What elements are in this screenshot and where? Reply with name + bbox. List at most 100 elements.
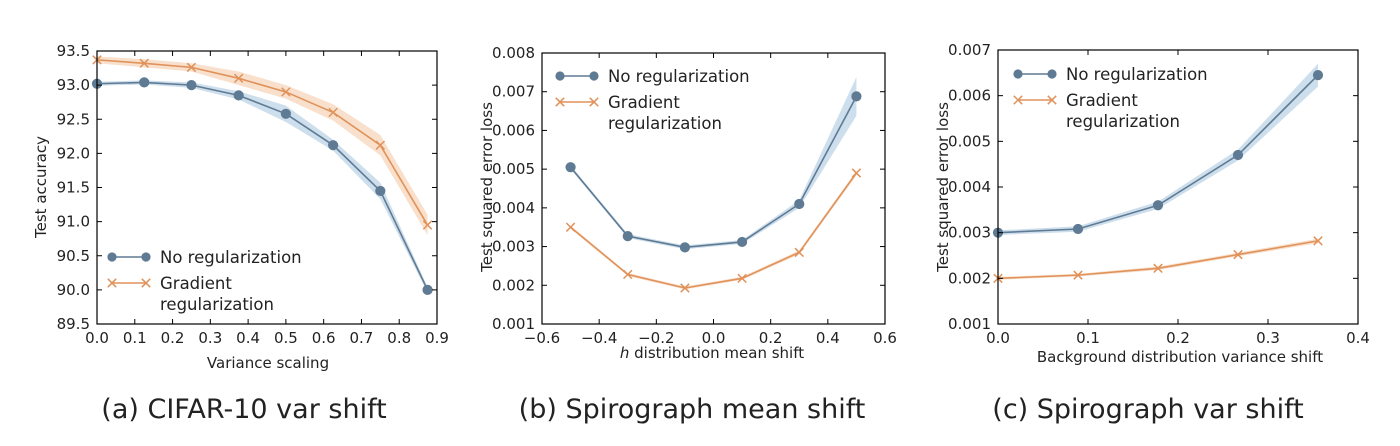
series-0-point bbox=[565, 162, 576, 173]
legend-label: Gradient bbox=[608, 93, 680, 112]
legend-label: No regularization bbox=[160, 248, 302, 267]
y-tick-label: 93.0 bbox=[57, 76, 90, 94]
series-0-point bbox=[679, 242, 691, 253]
legend-marker bbox=[1047, 69, 1057, 79]
series-0-point bbox=[233, 90, 244, 101]
series-1-band bbox=[570, 170, 857, 290]
series-1-point bbox=[851, 168, 862, 178]
y-tick-label: 92.5 bbox=[57, 110, 90, 128]
x-tick-label: 0.0 bbox=[986, 329, 1010, 347]
legend-marker bbox=[589, 71, 599, 81]
series-1-point bbox=[186, 62, 197, 73]
series-1-point bbox=[139, 58, 149, 69]
legend-label: regularization bbox=[1066, 112, 1180, 131]
y-tick-label: 0.004 bbox=[492, 199, 535, 217]
x-tick-label: 0.8 bbox=[387, 329, 411, 347]
series-1-point bbox=[328, 107, 338, 118]
series-1-point bbox=[1153, 263, 1163, 274]
series-0-line bbox=[96, 81, 429, 291]
x-axis-label-text: distribution mean shift bbox=[629, 344, 804, 362]
y-tick-label: 90.0 bbox=[57, 281, 90, 299]
series-0-point bbox=[1312, 70, 1324, 81]
x-tick-label: 0.0 bbox=[702, 329, 726, 347]
legend-label: regularization bbox=[160, 295, 274, 314]
series-0-point bbox=[186, 80, 197, 91]
series-1-point bbox=[1313, 236, 1323, 246]
series-1-point bbox=[794, 247, 804, 258]
series-0-point bbox=[280, 108, 291, 119]
y-tick-label: 0.007 bbox=[492, 83, 535, 101]
series-1-point bbox=[1233, 249, 1243, 260]
y-axis-label: Test squared error loss bbox=[934, 102, 952, 273]
series-0-point bbox=[375, 185, 386, 197]
panel-spirograph-var-shift: (c) Spirograph var shift Background dist… bbox=[934, 41, 1370, 425]
x-tick-label: 0.4 bbox=[236, 329, 260, 347]
series-1-point bbox=[422, 220, 433, 230]
legend-marker bbox=[1047, 95, 1057, 105]
legend-marker bbox=[555, 71, 565, 81]
legend-marker bbox=[141, 278, 151, 288]
x-tick-label: 0.4 bbox=[1346, 329, 1370, 347]
y-tick-label: 91.5 bbox=[57, 179, 90, 197]
x-axis-label: Variance scaling bbox=[207, 354, 329, 372]
y-tick-label: 91.0 bbox=[57, 213, 90, 231]
x-tick-label: −0.6 bbox=[524, 329, 560, 347]
x-tick-label: 0.2 bbox=[1166, 329, 1190, 347]
y-tick-label: 0.005 bbox=[948, 132, 991, 150]
legend-marker bbox=[589, 97, 599, 107]
legend-label: No regularization bbox=[1066, 65, 1208, 84]
y-axis-label: Test squared error loss bbox=[478, 102, 496, 273]
y-tick-label: 0.003 bbox=[492, 238, 535, 256]
y-axis-label: Test accuracy bbox=[32, 136, 50, 239]
series-0-point bbox=[794, 198, 805, 210]
y-tick-label: 0.002 bbox=[492, 276, 535, 294]
y-tick-label: 0.007 bbox=[948, 41, 991, 59]
x-axis-label-symbol: h bbox=[620, 344, 630, 362]
x-axis-label: Background distribution variance shift bbox=[1037, 348, 1323, 366]
legend-marker bbox=[1013, 95, 1023, 105]
series-0-point bbox=[422, 284, 433, 295]
legend-label: No regularization bbox=[608, 67, 750, 86]
series-1-line bbox=[997, 240, 1319, 280]
legend-marker bbox=[141, 252, 151, 262]
caption: (b) Spirograph mean shift bbox=[519, 394, 866, 425]
legend-label: Gradient bbox=[1066, 91, 1138, 110]
y-tick-label: 90.5 bbox=[57, 247, 90, 265]
x-tick-label: 0.0 bbox=[85, 329, 109, 347]
caption: (c) Spirograph var shift bbox=[992, 394, 1303, 425]
caption: (a) CIFAR-10 var shift bbox=[101, 394, 386, 425]
series-1-point bbox=[1073, 270, 1083, 280]
x-tick-label: 0.5 bbox=[274, 329, 298, 347]
x-axis-label: h distribution mean shift bbox=[620, 344, 804, 362]
legend-marker bbox=[107, 278, 117, 288]
panel-spirograph-mean-shift: (b) Spirograph mean shift h distribution… bbox=[478, 44, 897, 425]
series-1-point bbox=[737, 273, 747, 284]
series-0-point bbox=[622, 231, 633, 242]
legend: No regularization Gradient regularization bbox=[107, 248, 302, 314]
series-0-line bbox=[569, 95, 858, 249]
series-1-point bbox=[565, 222, 576, 232]
series-1-band bbox=[998, 238, 1318, 280]
series-0-point bbox=[1232, 149, 1244, 161]
legend: No regularization Gradient regularization bbox=[1013, 65, 1208, 131]
x-tick-label: 0.1 bbox=[123, 329, 147, 347]
series-0-point bbox=[328, 140, 339, 151]
series-0-point bbox=[1152, 200, 1164, 211]
legend-label: regularization bbox=[608, 114, 722, 133]
y-tick-label: 0.004 bbox=[948, 178, 991, 196]
legend: No regularization Gradient regularization bbox=[555, 67, 750, 133]
x-tick-label: 0.1 bbox=[1076, 329, 1100, 347]
series-1-point bbox=[281, 87, 291, 97]
series-1-line bbox=[570, 172, 858, 289]
legend-marker bbox=[107, 252, 117, 262]
x-tick-label: −0.4 bbox=[581, 329, 617, 347]
y-tick-label: 0.001 bbox=[948, 315, 991, 333]
y-tick-label: 0.001 bbox=[492, 315, 535, 333]
x-tick-label: 0.6 bbox=[873, 329, 897, 347]
x-tick-label: 0.2 bbox=[161, 329, 185, 347]
x-tick-label: 0.3 bbox=[1256, 329, 1280, 347]
series-0-point bbox=[139, 77, 150, 88]
x-tick-label: 0.7 bbox=[350, 329, 374, 347]
y-tick-label: 93.5 bbox=[57, 42, 90, 60]
series-1-point bbox=[375, 140, 386, 150]
